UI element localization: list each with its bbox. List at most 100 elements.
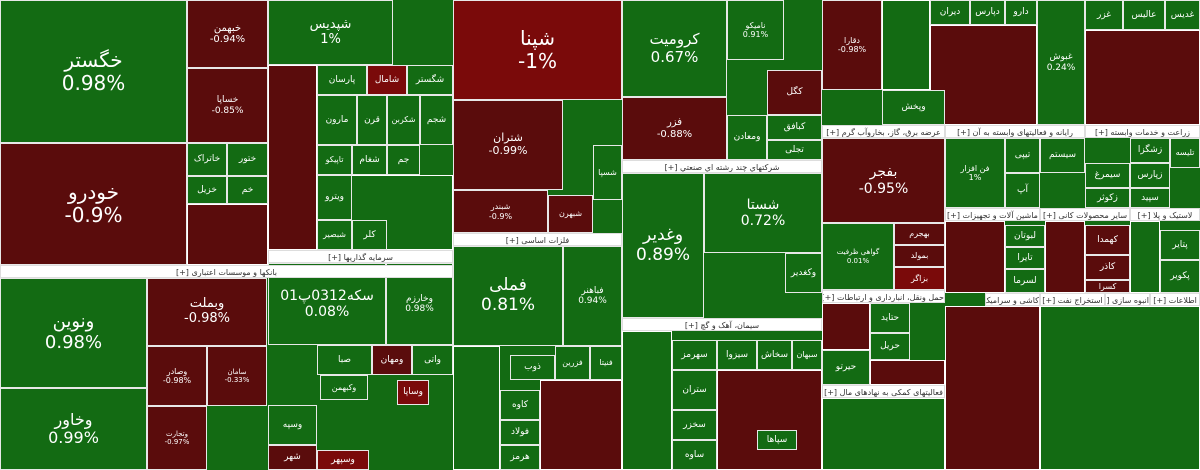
stock-tile[interactable]: بهجرم [894,223,945,245]
stock-tile[interactable]: کاذر [1085,255,1130,280]
stock-tile[interactable]: سیستم [1040,138,1085,173]
stock-tile[interactable]: کاوه [500,390,540,420]
stock-tile[interactable]: سپید [1130,188,1170,208]
sector-header[interactable]: عرضه برق، گاز، بخاروآب گرم [+] [822,125,945,138]
sector-header[interactable]: سیمان، آهک و گچ [+] [622,318,822,331]
stock-tile[interactable]: ویترو [317,175,352,220]
stock-tile[interactable]: تلیسه [1170,138,1200,168]
stock-tile[interactable]: ستران [672,370,717,410]
stock-tile[interactable]: بفجر -0.95% [822,138,945,223]
stock-tile[interactable]: صبا [317,345,372,375]
stock-tile[interactable]: شبندر -0.9% [453,190,548,233]
sector-header[interactable]: فلزات اساسی [+] [453,233,622,246]
stock-tile[interactable]: دقارا -0.98% [822,0,882,90]
stock-tile[interactable]: وغدیر 0.89% [622,173,704,318]
sector-header[interactable]: بانکها و موسسات اعتباری [+] [0,265,453,278]
sector-header[interactable]: اطلاعات [+] [1150,293,1200,306]
sector-header[interactable]: استخراج نفت [+] [1040,293,1105,306]
stock-tile[interactable]: خگستر 0.98% [0,0,187,143]
stock-tile[interactable]: تایرا [1005,247,1045,269]
stock-tile[interactable]: پارسان [317,65,367,95]
stock-tile[interactable]: شکربن [387,95,420,145]
stock-tile[interactable]: دارو [1005,0,1037,25]
stock-tile[interactable]: هرمز [500,445,540,470]
stock-tile[interactable]: وبملت -0.98% [147,278,267,346]
stock-tile[interactable]: غزر [1085,0,1123,30]
stock-tile[interactable]: سخاش [757,340,792,370]
stock-tile[interactable]: ساوه [672,440,717,470]
stock-tile[interactable]: وپخش [882,90,945,125]
stock-tile[interactable]: دپارس [970,0,1005,25]
stock-tile[interactable]: شستا 0.72% [704,173,822,253]
stock-tile[interactable]: فولاد [500,420,540,445]
sector-header[interactable]: انبوه سازی [+] [1105,293,1150,306]
stock-tile[interactable]: شهر [268,445,317,470]
stock-tile[interactable]: وساپا [397,380,429,405]
stock-tile[interactable]: مارون [317,95,357,145]
stock-tile[interactable]: ونوین 0.98% [0,278,147,388]
stock-tile[interactable]: ذوب [510,355,555,380]
stock-tile[interactable]: کسرا [1085,280,1130,293]
stock-tile[interactable]: خزیل [187,176,227,204]
stock-tile[interactable]: فزرین [555,346,590,380]
stock-tile[interactable]: فزر -0.88% [622,97,727,160]
stock-tile[interactable]: وخاور 0.99% [0,388,147,470]
stock-tile[interactable]: شتران -0.99% [453,100,563,190]
stock-tile[interactable]: شبهرن [548,195,593,233]
sector-header[interactable]: کاشی و سرامیک [+] [985,293,1040,306]
stock-tile[interactable]: وتجارت -0.97% [147,406,207,470]
stock-tile[interactable]: قرن [357,95,387,145]
sector-header[interactable]: حمل ونقل، انبارداری و ارتباطات [+] [822,290,945,303]
stock-tile[interactable]: حیرتو [822,350,870,385]
stock-tile[interactable]: ومهان [372,345,412,375]
stock-tile[interactable]: حتاید [870,303,910,333]
stock-tile[interactable]: ختور [227,143,268,176]
stock-tile[interactable]: سپاها [757,430,797,450]
sector-header[interactable]: فعالیتهای کمکی به نهادهای مال [+] [822,385,945,398]
stock-tile[interactable]: تیپی [1005,138,1040,173]
stock-tile[interactable]: خبهمن -0.94% [187,0,268,68]
sector-header[interactable]: زراعت و خدمات وابسته [+] [1085,125,1200,138]
stock-tile[interactable]: ومعادن [727,115,767,160]
stock-tile[interactable]: تاپیکو [317,145,352,175]
stock-tile[interactable]: خم [227,176,268,204]
stock-tile[interactable]: سامان -0.33% [207,346,267,406]
sector-header[interactable]: رایانه و فعالیتهای وابسته به آن [+] [945,125,1085,138]
stock-tile[interactable]: شغام [352,145,387,175]
stock-tile[interactable]: بزاگر [894,267,945,290]
stock-tile[interactable]: وکبهمن [320,375,368,400]
stock-tile[interactable]: دیران [930,0,970,25]
stock-tile[interactable]: غدیس [1165,0,1200,30]
stock-tile[interactable]: سخزر [672,410,717,440]
stock-tile[interactable]: وکغدیر [785,253,822,293]
sector-header[interactable]: سرمایه گذاریها [+] [268,250,453,263]
stock-tile[interactable]: غبوش 0.24% [1037,0,1085,125]
stock-tile[interactable]: شپدیس 1% [268,0,393,65]
stock-tile[interactable]: پتایر [1160,230,1200,260]
stock-tile[interactable]: کگل [767,70,822,115]
sector-header[interactable]: ماشین آلات و تجهیزات [+] [945,208,1040,221]
sector-header[interactable]: لاستیک و پلا [+] [1130,208,1200,221]
stock-tile[interactable]: کرومیت 0.67% [622,0,727,97]
stock-tile[interactable]: سیزوا [717,340,757,370]
stock-tile[interactable]: فملی 0.81% [453,246,563,346]
stock-tile[interactable]: زکوثر [1085,188,1130,208]
sector-header[interactable]: شرکتهاي چند رشته اي صنعتي [+] [622,160,822,173]
stock-tile[interactable]: کلر [352,220,387,250]
stock-tile[interactable]: پکویر [1160,260,1200,293]
stock-tile[interactable]: زپارس [1130,163,1170,188]
stock-tile[interactable]: فباهنر 0.94% [563,246,622,346]
stock-tile[interactable]: فنیتا [590,346,622,380]
stock-tile[interactable]: وسپهر [317,450,369,470]
stock-tile[interactable]: جم [387,145,420,175]
stock-tile[interactable]: وسپه [268,405,317,445]
stock-tile[interactable]: کبافق [767,115,822,140]
stock-tile[interactable]: سیمرغ [1085,163,1130,188]
stock-tile[interactable]: تجلی [767,140,822,160]
stock-tile[interactable]: سبهان [792,340,822,370]
stock-tile[interactable]: شجم [420,95,453,145]
stock-tile[interactable]: آپ [1005,173,1040,208]
stock-tile[interactable]: شامال [367,65,407,95]
stock-tile[interactable]: شپنا -1% [453,0,622,100]
stock-tile[interactable]: لسرما [1005,269,1045,293]
